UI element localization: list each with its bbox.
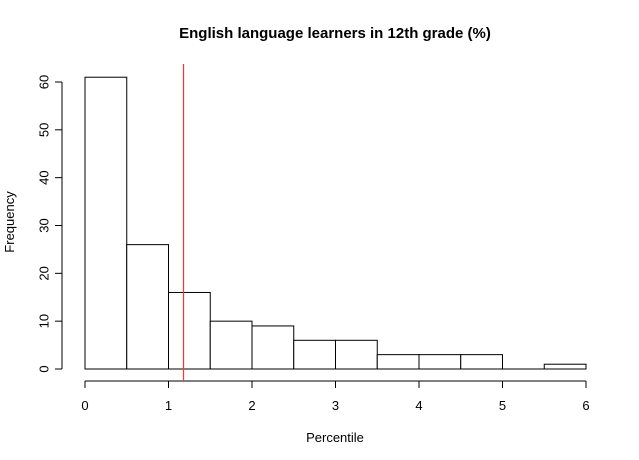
y-tick-label-6: 60: [36, 75, 51, 89]
y-tick-label-5: 50: [36, 123, 51, 137]
histogram-bar-0: [84, 76, 128, 370]
histogram-bar-5: [293, 339, 336, 370]
y-tick-label-0: 0: [36, 365, 51, 372]
y-tick-label-1: 10: [36, 314, 51, 328]
x-tick-label-0: 0: [81, 398, 88, 413]
y-axis-label: Frequency: [2, 191, 17, 253]
y-tick-label-3: 30: [36, 218, 51, 232]
x-axis: 0 1 2 3 4 5 6: [81, 380, 590, 413]
histogram-bar-9: [460, 354, 503, 370]
histogram-bar-11: [543, 363, 587, 370]
x-tick-label-1: 1: [165, 398, 172, 413]
histogram-bar-1: [126, 244, 169, 370]
x-axis-label: Percentile: [306, 430, 364, 445]
y-axis: 0 10 20 30 40 50 60: [36, 75, 63, 373]
histogram-bar-4: [251, 325, 295, 370]
y-tick-label-2: 20: [36, 266, 51, 280]
histogram-bar-2: [168, 291, 211, 370]
x-tick-label-5: 5: [499, 398, 506, 413]
x-tick-label-6: 6: [582, 398, 589, 413]
histogram-bar-6: [335, 339, 378, 370]
histogram-bar-3: [209, 320, 253, 370]
x-tick-label-3: 3: [332, 398, 339, 413]
x-tick-label-4: 4: [415, 398, 422, 413]
chart-title: English language learners in 12th grade …: [179, 25, 491, 42]
histogram-bar-7: [376, 354, 420, 370]
x-tick-label-2: 2: [248, 398, 255, 413]
y-tick-label-4: 40: [36, 170, 51, 184]
histogram-bars: [84, 76, 587, 370]
histogram-bar-8: [418, 354, 462, 370]
